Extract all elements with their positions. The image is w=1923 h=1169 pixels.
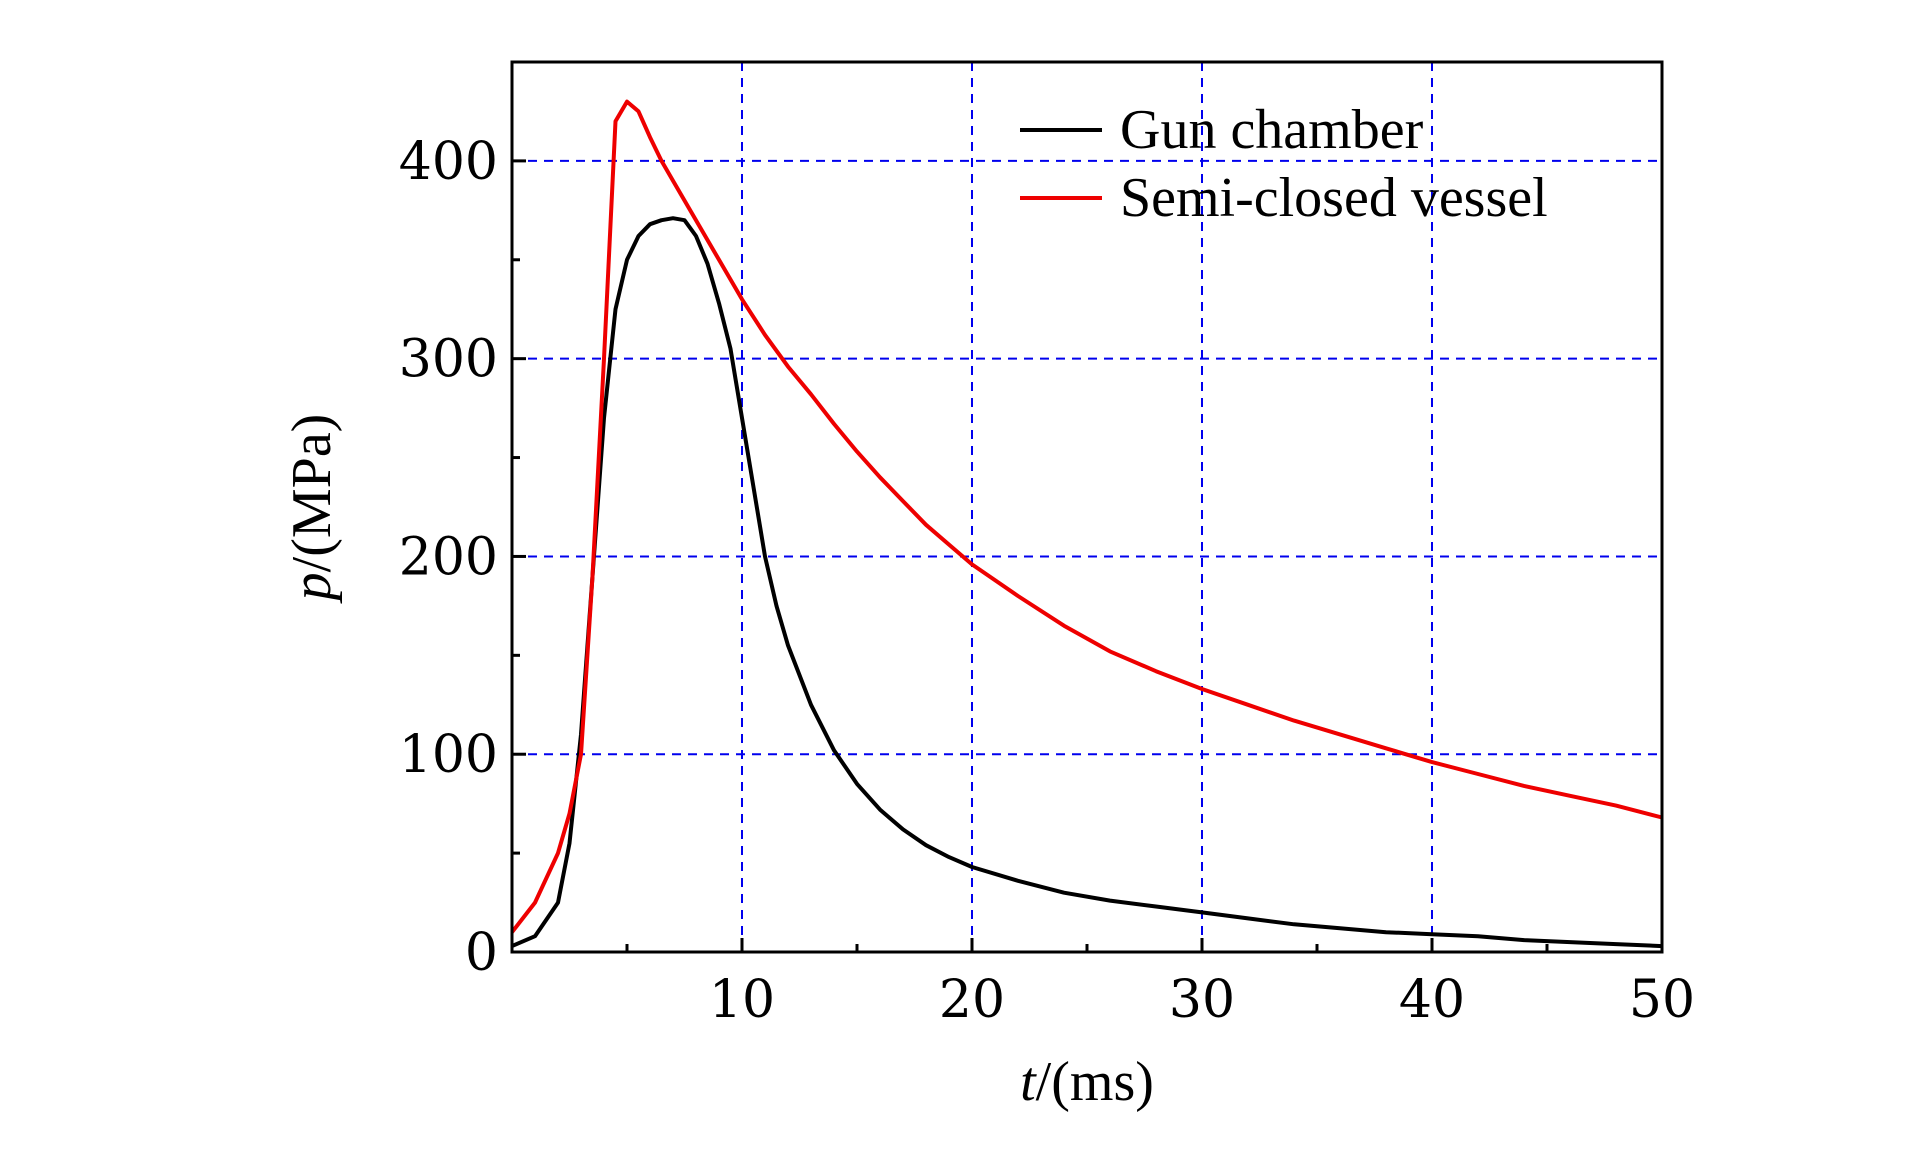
legend: Gun chamber Semi-closed vessel <box>1020 99 1548 229</box>
y-tick-labels: 0 100 200 300 400 <box>399 132 498 983</box>
y-tick-label-300: 300 <box>399 330 498 390</box>
y-axis-title: p/(MPa) <box>281 414 343 605</box>
x-tick-label-10: 10 <box>709 970 775 1030</box>
x-tick-label-20: 20 <box>939 970 1005 1030</box>
y-tick-label-0: 0 <box>465 923 498 983</box>
x-axis-unit: /(ms) <box>1036 1051 1154 1113</box>
series-lines <box>510 99 1663 949</box>
x-tick-label-50: 50 <box>1629 970 1695 1030</box>
y-tick-label-200: 200 <box>399 527 498 587</box>
series-line-0 <box>511 216 1663 949</box>
legend-label-semi-closed-vessel: Semi-closed vessel <box>1120 167 1548 229</box>
y-tick-label-400: 400 <box>399 132 498 192</box>
axis-ticks <box>512 159 1549 952</box>
x-tick-labels: 10 20 30 40 50 <box>709 970 1695 1030</box>
x-axis-variable: t <box>1020 1051 1037 1113</box>
legend-label-gun-chamber: Gun chamber <box>1120 99 1424 161</box>
x-tick-label-30: 30 <box>1169 970 1235 1030</box>
y-axis-variable: p <box>281 572 343 604</box>
grid-lines <box>512 62 1662 952</box>
y-tick-label-100: 100 <box>399 725 498 785</box>
series-line-1 <box>510 99 1663 934</box>
x-tick-label-40: 40 <box>1399 970 1465 1030</box>
y-axis-unit: /(MPa) <box>281 414 343 573</box>
x-axis-title: t/(ms) <box>1020 1051 1154 1113</box>
